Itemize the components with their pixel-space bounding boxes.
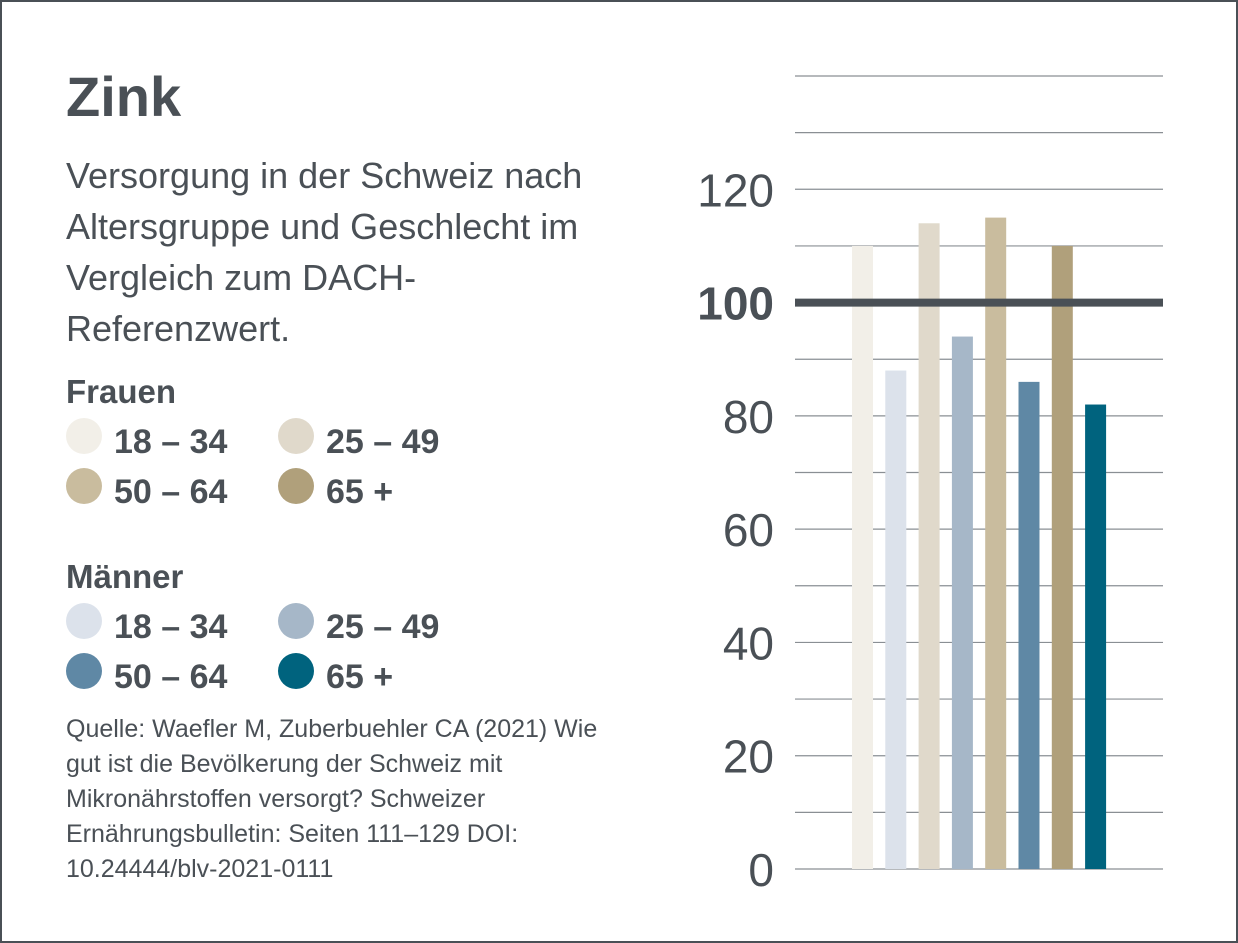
y-tick-label: 20 xyxy=(723,731,774,783)
y-tick-label: 120 xyxy=(697,164,774,216)
legend-swatch xyxy=(66,418,102,454)
legend-item-women-65-plus: 65 + xyxy=(278,468,394,512)
legend-item-women-25-49: 25 – 49 xyxy=(278,418,440,462)
legend-heading-men: Männer xyxy=(66,558,184,595)
source-citation: Quelle: Waefler M, Zuberbuehler CA (2021… xyxy=(66,715,598,883)
legend-swatch xyxy=(278,603,314,639)
legend-swatch xyxy=(66,468,102,504)
legend-label: 18 – 34 xyxy=(114,423,228,461)
legend-label: 25 – 49 xyxy=(326,423,440,461)
legend-label: 65 + xyxy=(326,658,394,696)
bar xyxy=(951,336,973,869)
legend-label: 25 – 49 xyxy=(326,608,440,646)
legend-item-men-18-34: 18 – 34 xyxy=(66,603,228,647)
chart-title: Zink xyxy=(66,65,182,128)
legend-swatch xyxy=(66,603,102,639)
chart-subtitle: Versorgung in der Schweiz nach Altersgru… xyxy=(66,155,583,349)
legend-label: 65 + xyxy=(326,473,394,511)
bar xyxy=(1085,404,1107,869)
bar xyxy=(1051,245,1073,869)
y-tick-label: 0 xyxy=(748,844,774,896)
legend-item-men-65-plus: 65 + xyxy=(278,653,394,697)
y-tick-label: 60 xyxy=(723,504,774,556)
legend-swatch xyxy=(278,653,314,689)
legend-label: 50 – 64 xyxy=(114,473,228,511)
bar xyxy=(985,217,1007,869)
y-tick-label: 100 xyxy=(697,278,774,330)
legend-item-women-18-34: 18 – 34 xyxy=(66,418,228,462)
legend-heading-women: Frauen xyxy=(66,373,177,410)
bar xyxy=(852,245,873,869)
legend-label: 50 – 64 xyxy=(114,658,228,696)
legend-item-women-50-64: 50 – 64 xyxy=(66,468,228,512)
bar xyxy=(918,223,940,869)
legend-swatch xyxy=(278,418,314,454)
bar xyxy=(1018,381,1040,869)
legend-swatch xyxy=(66,653,102,689)
legend-swatch xyxy=(278,468,314,504)
legend-item-men-25-49: 25 – 49 xyxy=(278,603,440,647)
bar xyxy=(885,370,907,869)
legend-item-men-50-64: 50 – 64 xyxy=(66,653,228,697)
y-tick-label: 80 xyxy=(723,391,774,443)
y-tick-label: 40 xyxy=(723,617,774,669)
legend-label: 18 – 34 xyxy=(114,608,228,646)
